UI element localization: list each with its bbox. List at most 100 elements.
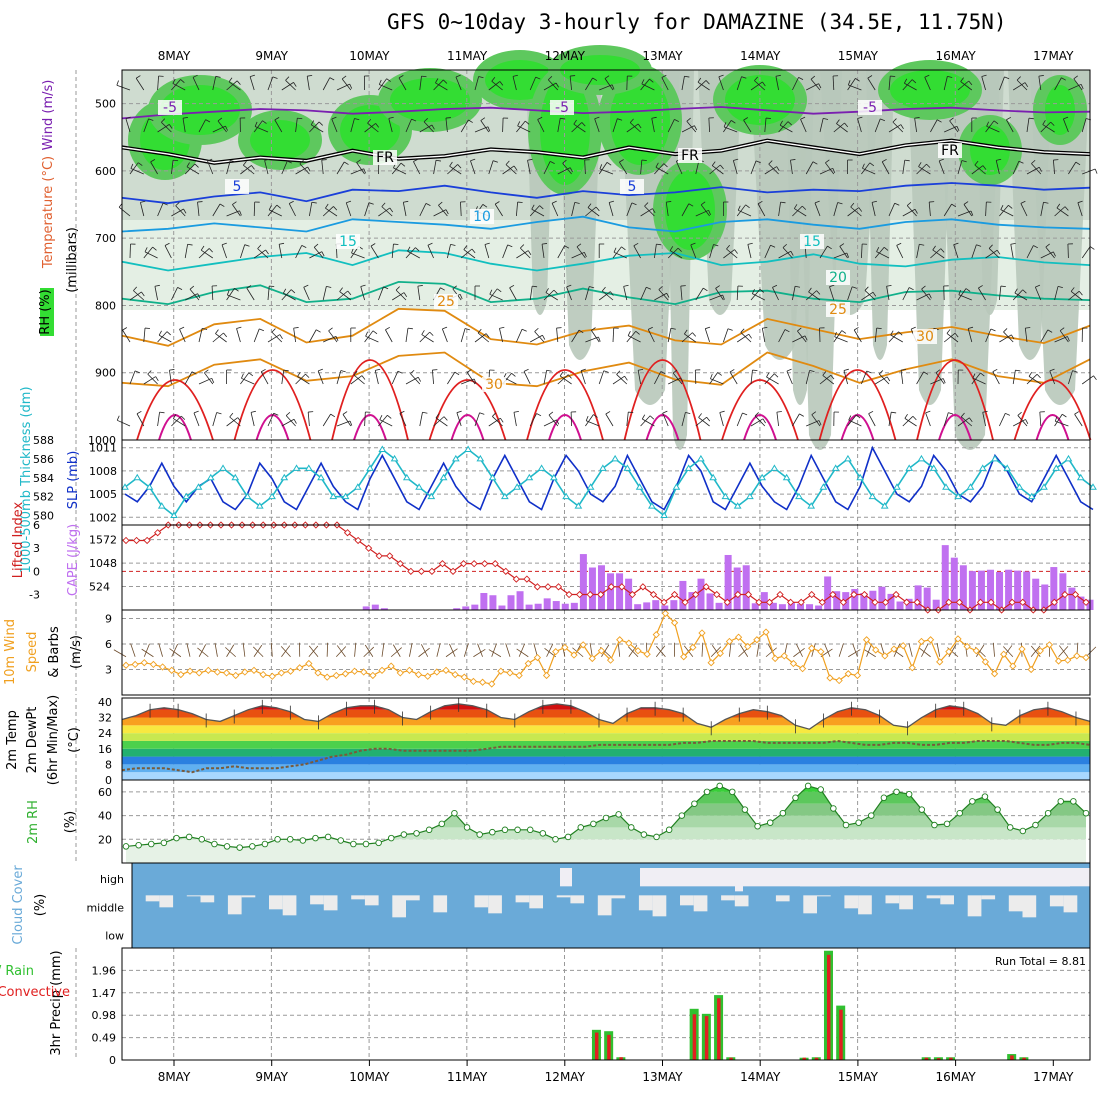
thickness-point	[893, 483, 901, 490]
lifted-index-point	[586, 590, 594, 599]
wind-barb	[642, 418, 655, 427]
lifted-index-point	[544, 583, 552, 591]
wind10m-point	[442, 666, 450, 674]
wind-barb-flag	[353, 370, 358, 376]
wind-barb	[599, 168, 614, 175]
cape-bar	[941, 545, 949, 610]
wind-barb	[981, 76, 986, 91]
wind-barb	[598, 162, 608, 175]
wind-barb-flag	[228, 77, 233, 83]
wind-barb	[667, 247, 679, 259]
wind-barb	[957, 80, 969, 91]
wind-barb-flag	[236, 326, 242, 329]
cape-bar	[679, 580, 687, 610]
wind-barb-flag	[367, 119, 371, 124]
wind-barb-flag	[711, 161, 716, 166]
wind-barb-flag	[925, 410, 931, 414]
wind10m-point	[524, 659, 532, 668]
cape-bar	[1059, 573, 1067, 610]
wind10m-barb	[1085, 646, 1097, 658]
thickness-point	[966, 483, 975, 490]
pressure-tick-label: 700	[95, 232, 116, 245]
cloud-gap-mid	[611, 895, 626, 899]
wind-barb	[488, 81, 501, 91]
thickness-point	[807, 502, 816, 509]
cloud-gap-mid	[488, 895, 502, 914]
wind-barb	[1070, 291, 1083, 301]
rh2m-point	[552, 836, 559, 843]
wind10m-barb	[936, 642, 941, 657]
lifted-index-point	[945, 598, 953, 606]
wind10m-point	[780, 652, 788, 660]
wind-barb	[449, 165, 462, 175]
wind-barb	[1082, 168, 1096, 175]
wind-barb-flag	[197, 293, 201, 299]
wind-barb	[874, 118, 881, 133]
cloud-gap-mid	[1049, 895, 1064, 907]
wind-barb-flag	[1077, 200, 1083, 204]
wind-barb	[391, 371, 399, 385]
wind-barb	[250, 412, 255, 427]
wind-barb	[750, 370, 753, 385]
lifted-index-point	[628, 590, 637, 599]
thickness-point	[782, 473, 791, 481]
wind-barb	[647, 329, 655, 343]
thickness-point	[1040, 483, 1048, 490]
thickness-point	[905, 464, 914, 471]
cloud-gap-mid	[186, 895, 201, 897]
wind-barb-flag	[921, 285, 926, 290]
wind-barb-flag	[226, 290, 230, 296]
wind10m-point	[753, 636, 761, 644]
wind-barb-flag	[297, 372, 301, 377]
rh2m-point	[274, 836, 281, 843]
wind-barb	[336, 290, 348, 301]
ylabel-thickness: 1000-500mb Thickness (dm)	[19, 386, 34, 573]
cloud-gap-mid	[899, 895, 913, 910]
wind-barb	[212, 203, 221, 217]
legend-convective: Convective	[0, 985, 70, 1000]
lifted-index-point	[607, 583, 615, 591]
ylabel-lifted-index: Lifted Index	[11, 501, 26, 578]
wind-barb	[1068, 370, 1073, 385]
isotherm-35	[916, 359, 994, 441]
date-label-top: 13MAY	[642, 49, 683, 63]
wind10m-point	[323, 673, 331, 681]
wind-barb-flag	[407, 327, 413, 330]
rh2m-point	[1044, 809, 1052, 817]
temp-band	[122, 756, 1090, 765]
wind-barb-flag	[848, 415, 852, 421]
wind-barb	[723, 126, 738, 133]
wind-barb-flag	[455, 74, 461, 78]
wind-barb	[585, 206, 597, 217]
wind-barb-flag	[745, 204, 750, 209]
wind-barb	[750, 81, 763, 91]
thickness-tick-label: 588	[33, 434, 54, 447]
cape-bar	[634, 604, 642, 610]
wind10m-barb	[364, 644, 374, 657]
wind-barb-flag	[923, 371, 929, 375]
wind-barb-flag	[946, 329, 951, 334]
date-label-top: 8MAY	[158, 49, 191, 63]
wind-barb	[978, 287, 986, 301]
wind-barb-flag	[567, 374, 572, 379]
temp-tick-label: 8	[105, 758, 112, 771]
wind-barb	[1040, 329, 1049, 343]
wind-barb	[1049, 370, 1055, 385]
wind-barb-flag	[415, 247, 420, 252]
wind-barb	[370, 245, 379, 259]
wind10m-barb	[617, 642, 621, 657]
wind-barb	[637, 370, 641, 385]
temp2m-line	[121, 703, 1091, 730]
wind-barb-flag	[924, 74, 930, 78]
wind-barb-flag	[1056, 203, 1061, 209]
temp-tick-label: 16	[98, 743, 112, 756]
wind-barb	[133, 290, 145, 301]
rh2m-point	[489, 828, 496, 836]
thickness-point	[500, 492, 509, 500]
wind10m-point	[826, 674, 834, 682]
rh-tick-label: 40	[98, 810, 112, 823]
wind-barb	[543, 289, 555, 301]
wind-barb-flag	[780, 201, 786, 204]
lifted-index-point	[850, 590, 858, 599]
wind-barb-flag	[339, 287, 343, 292]
